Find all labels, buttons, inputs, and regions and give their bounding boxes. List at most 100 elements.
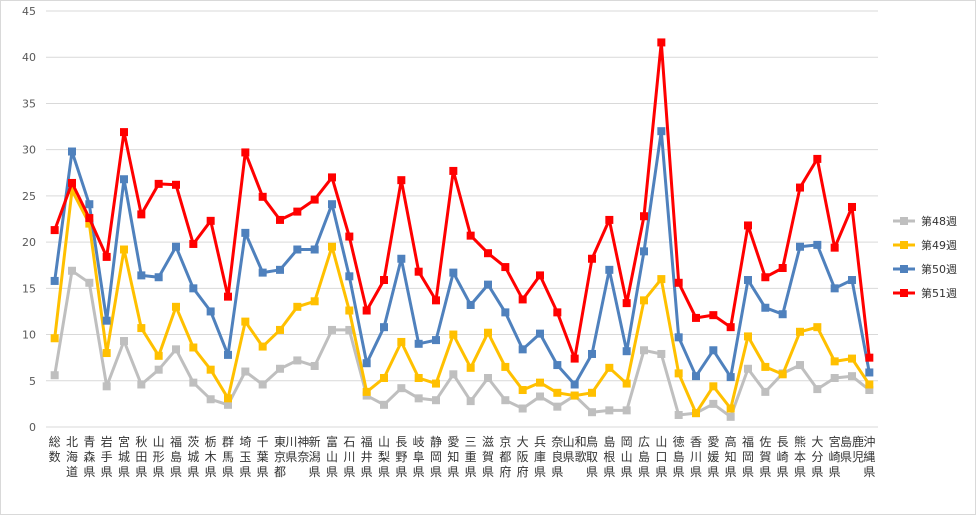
data-point <box>345 232 354 241</box>
x-tick-label: 山口県 <box>655 435 667 479</box>
data-point <box>570 391 579 400</box>
data-point <box>518 386 527 395</box>
x-tick-label: 新潟県 <box>309 434 321 479</box>
y-tick-label: 0 <box>29 421 36 434</box>
data-point <box>484 328 492 337</box>
x-tick-label: 千葉県 <box>257 435 269 479</box>
data-point <box>796 361 804 370</box>
data-point <box>588 408 596 417</box>
data-point <box>605 265 614 274</box>
data-point <box>848 354 856 363</box>
data-point <box>484 280 492 289</box>
data-point <box>328 173 336 182</box>
data-point <box>622 299 631 308</box>
x-tick-label: 和歌山県 <box>563 435 587 464</box>
data-point <box>189 378 198 387</box>
data-point <box>640 247 648 256</box>
data-point <box>709 346 718 355</box>
legend-marker <box>900 265 908 273</box>
data-point <box>744 221 752 230</box>
data-point <box>85 200 94 209</box>
data-point <box>120 337 128 346</box>
data-point <box>154 273 163 282</box>
data-point <box>432 379 440 388</box>
data-point <box>518 295 527 304</box>
x-tick-label: 熊本県 <box>794 434 806 479</box>
data-point <box>570 354 579 363</box>
data-point <box>276 215 284 224</box>
data-point <box>605 406 614 415</box>
x-tick-label: 石川県 <box>343 435 355 479</box>
legend-item: 第50週 <box>893 262 957 276</box>
data-point <box>796 183 804 192</box>
legend-label: 第48週 <box>921 214 957 228</box>
x-tick-label: 島根県 <box>603 434 615 479</box>
data-point <box>397 176 406 185</box>
x-axis: 総数北海道青森県岩手県宮城県秋田県山形県福島県茨城県栃木県群馬県埼玉県千葉県東京… <box>49 434 876 479</box>
x-tick-label: 大阪府 <box>517 435 529 479</box>
data-point <box>536 378 544 387</box>
data-point <box>726 323 735 332</box>
x-tick-label: 福井県 <box>361 434 373 479</box>
data-point <box>85 219 94 228</box>
data-point <box>536 329 544 338</box>
x-tick-label: 長野県 <box>395 435 407 479</box>
data-point <box>640 346 648 355</box>
data-point <box>622 347 631 356</box>
x-tick-label: 兵庫県 <box>534 435 546 479</box>
data-point <box>449 166 458 175</box>
data-point <box>328 325 336 334</box>
data-point <box>744 276 752 285</box>
x-tick-label: 佐賀県 <box>759 435 771 479</box>
x-tick-label: 静岡県 <box>430 435 442 479</box>
data-point <box>154 179 163 188</box>
data-point <box>85 278 94 287</box>
x-tick-label: 総数 <box>49 435 61 464</box>
data-point <box>501 263 510 272</box>
series-3 <box>50 127 874 389</box>
data-point <box>137 271 146 280</box>
legend-label: 第51週 <box>921 286 957 300</box>
legend-marker <box>900 289 908 297</box>
data-point <box>848 372 856 381</box>
data-point <box>449 330 458 339</box>
x-tick-label: 岡山県 <box>621 435 633 479</box>
data-point <box>830 243 839 252</box>
data-point <box>293 302 302 311</box>
x-tick-label: 岐阜県 <box>413 435 425 479</box>
data-point <box>674 410 683 419</box>
x-tick-label: 岩手県 <box>101 434 113 479</box>
data-point <box>224 400 232 409</box>
data-point <box>813 154 822 163</box>
y-tick-label: 25 <box>22 190 36 203</box>
data-point <box>692 313 700 322</box>
data-point <box>68 186 76 195</box>
data-point <box>172 302 180 311</box>
data-point <box>414 267 423 276</box>
data-point <box>553 388 562 397</box>
data-point <box>172 180 180 189</box>
data-point <box>432 296 440 305</box>
data-point <box>310 361 319 370</box>
data-point <box>744 332 752 341</box>
data-point <box>588 349 596 358</box>
x-tick-label: 福岡県 <box>742 434 754 479</box>
data-point <box>726 412 735 421</box>
data-point <box>466 300 475 309</box>
data-point <box>865 368 874 377</box>
data-point <box>276 325 284 334</box>
data-point <box>380 400 388 409</box>
data-point <box>432 396 440 405</box>
data-point <box>137 324 146 333</box>
data-point <box>640 212 648 221</box>
data-point <box>241 228 250 237</box>
data-point <box>154 365 163 374</box>
data-point <box>588 254 596 263</box>
data-point <box>310 195 319 204</box>
data-point <box>414 394 423 403</box>
data-point <box>224 292 232 301</box>
data-point <box>865 380 874 389</box>
y-axis: 0 5 10 15 20 25 30 35 40 45 <box>22 5 36 434</box>
data-point <box>380 323 388 332</box>
